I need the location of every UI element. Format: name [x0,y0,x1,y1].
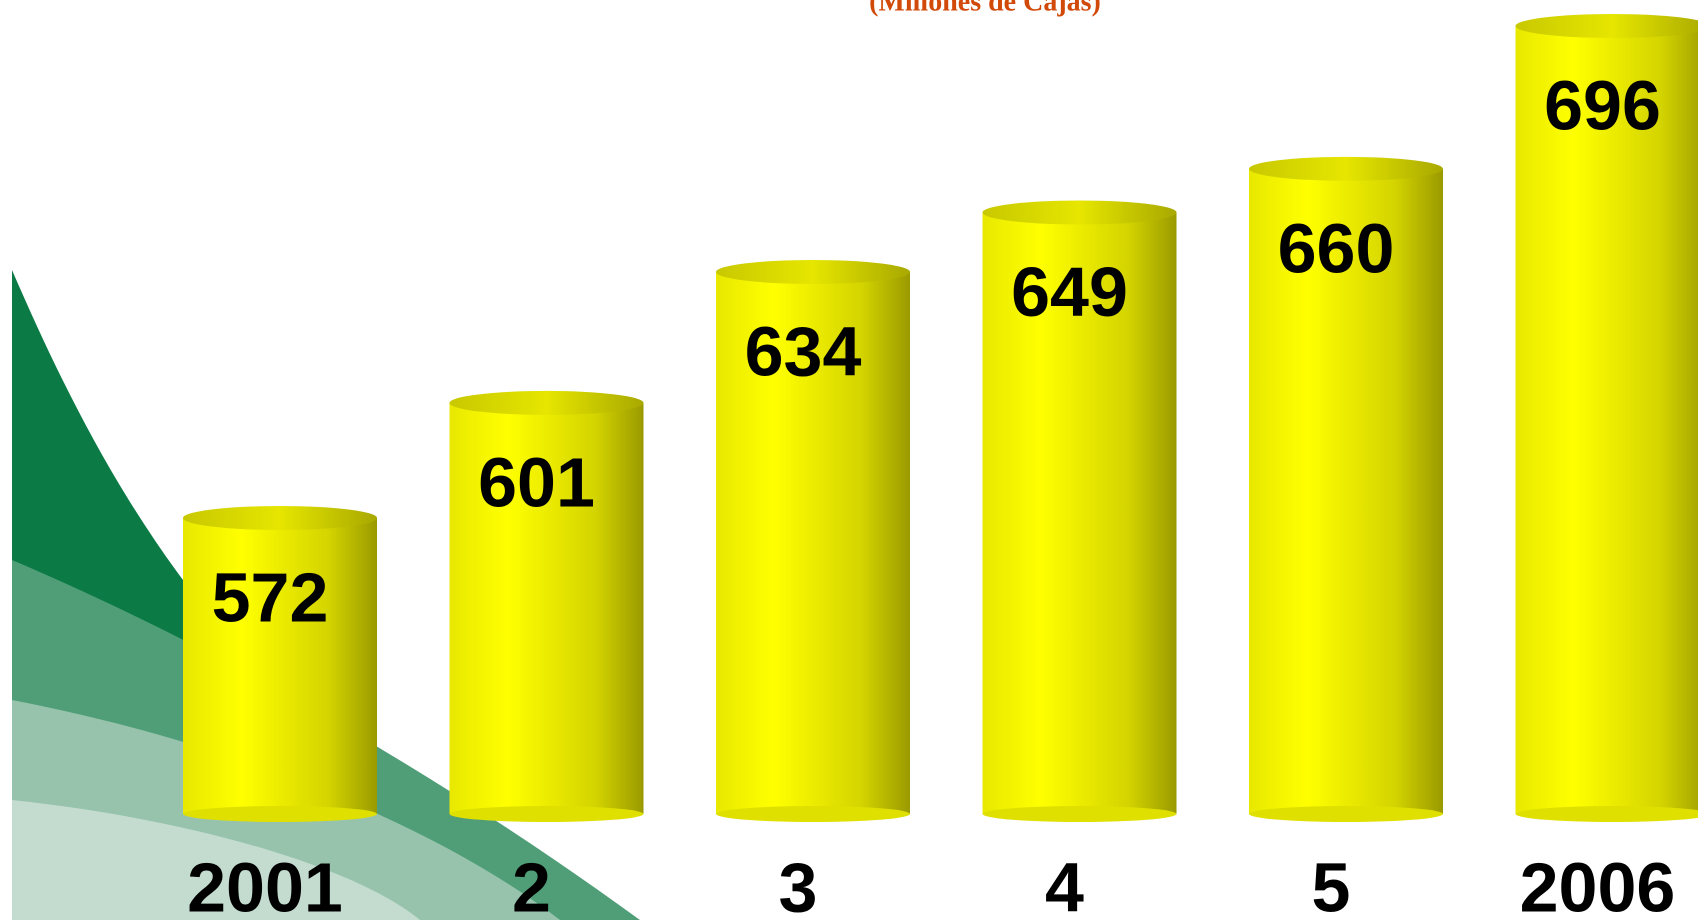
x-tick-label: 2001 [187,848,343,920]
bar-cap [983,200,1177,224]
bar-base [183,806,377,822]
x-tick-label: 4 [1045,848,1084,920]
value-label: 649 [1011,253,1128,331]
bar-base [1249,806,1443,822]
chart-title: (Millones de Cajas) [869,0,1101,17]
value-label: 660 [1278,209,1395,287]
value-label: 696 [1544,66,1661,144]
x-tick-label: 5 [1312,848,1351,920]
bar-base [983,806,1177,822]
x-tick-label: 2006 [1520,848,1676,920]
bar-cap [183,506,377,530]
x-tick-label: 3 [779,848,818,920]
bar-cap [450,391,644,415]
bar-base [450,806,644,822]
value-label: 634 [745,312,862,390]
bar-base [716,806,910,822]
chart: (Millones de Cajas) 572 2001 601 2 634 3 649 4 6… [0,0,1698,920]
value-label: 572 [212,558,329,636]
bar-cap [716,260,910,284]
x-tick-label: 2 [512,848,551,920]
bar-cap [1249,157,1443,181]
value-label: 601 [478,443,595,521]
